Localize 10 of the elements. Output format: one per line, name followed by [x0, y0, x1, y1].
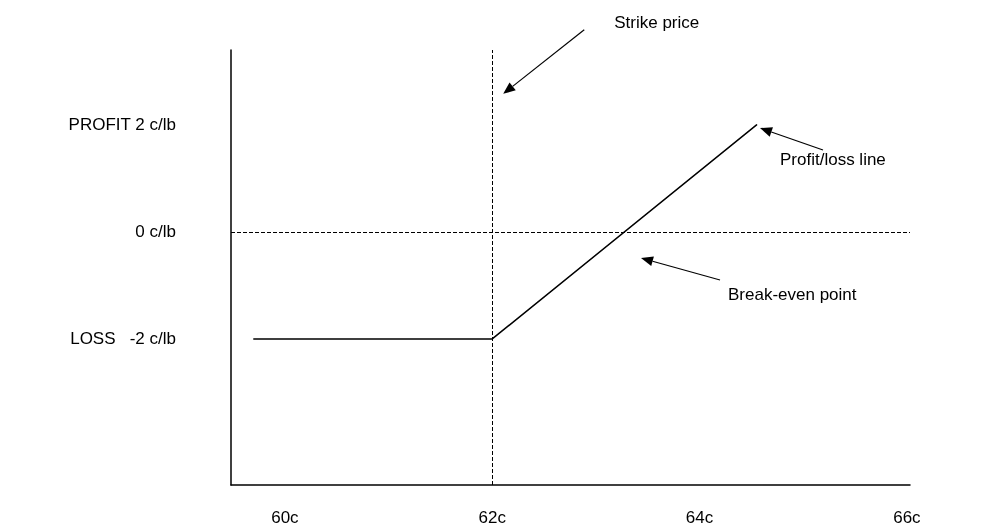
y-tick-label: LOSS -2 c/lb: [70, 329, 176, 349]
x-tick-label: 64c: [685, 508, 714, 527]
y-tick-label: 0 c/lb: [135, 222, 176, 242]
annotation: Profit/loss line: [780, 150, 886, 169]
x-tick-label: 66c: [893, 508, 922, 527]
ref-line-label: Strike price: [614, 12, 700, 32]
x-tick-label: 62c: [478, 508, 507, 527]
x-tick-label: 60c: [271, 508, 300, 527]
annotation: Break-even point: [728, 285, 857, 304]
y-tick-label: PROFIT 2 c/lb: [68, 115, 176, 135]
